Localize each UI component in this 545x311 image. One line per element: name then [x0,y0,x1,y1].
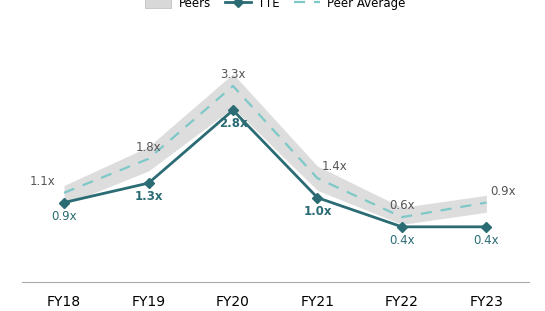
Text: 0.4x: 0.4x [389,234,415,247]
Text: 1.1x: 1.1x [30,175,56,188]
Text: 0.6x: 0.6x [389,199,415,212]
Text: 0.9x: 0.9x [51,210,77,223]
Text: 1.3x: 1.3x [134,190,163,203]
Text: 1.4x: 1.4x [322,160,347,174]
Text: 0.4x: 0.4x [474,234,499,247]
Text: 1.0x: 1.0x [303,205,332,218]
Text: 2.8x: 2.8x [219,118,247,131]
Legend: Peers, TTE, Peer Average: Peers, TTE, Peer Average [141,0,410,14]
Text: 1.8x: 1.8x [136,141,161,154]
Text: 3.3x: 3.3x [220,68,246,81]
Text: 0.9x: 0.9x [490,185,516,198]
